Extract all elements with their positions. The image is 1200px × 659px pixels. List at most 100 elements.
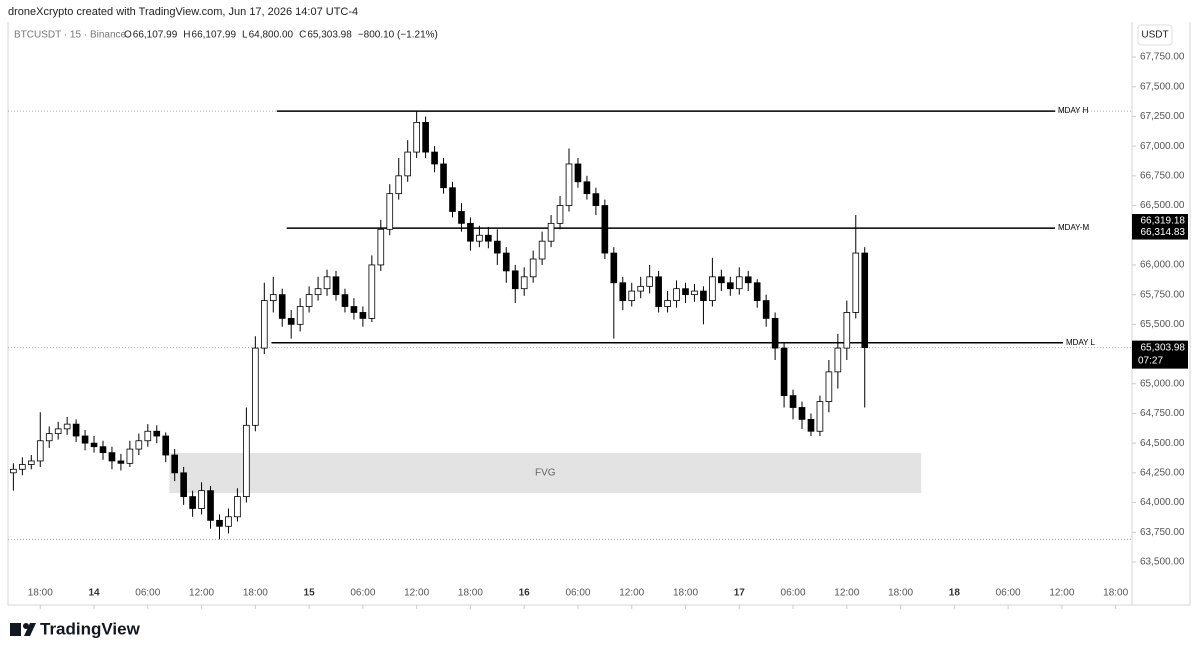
- candle-body: [323, 276, 331, 290]
- candle-body: [709, 276, 716, 301]
- candle-body: [834, 347, 842, 373]
- candle-body: [162, 435, 170, 456]
- candle-body: [108, 452, 116, 462]
- candle: [628, 282, 636, 307]
- candle-body: [619, 282, 627, 301]
- candle-body: [440, 163, 447, 189]
- candle: [368, 255, 376, 322]
- y-tick-label: 63,750.00: [1140, 527, 1185, 538]
- candle: [610, 247, 618, 339]
- price-label: 66,314.83: [1141, 227, 1186, 238]
- x-tick-label: 06:00: [135, 588, 160, 599]
- candle-body: [225, 516, 232, 527]
- candle: [260, 282, 268, 355]
- candle: [700, 286, 707, 325]
- countdown: 07:27: [1138, 355, 1163, 366]
- candle-body: [243, 424, 250, 497]
- logo-mark: [23, 623, 29, 629]
- candle: [180, 466, 187, 505]
- candle: [72, 419, 80, 442]
- y-tick-label: 65,000.00: [1140, 378, 1185, 389]
- candle-body: [547, 222, 555, 242]
- candle: [404, 140, 412, 182]
- x-tick-label: 18:00: [1103, 588, 1128, 599]
- candle-body: [574, 163, 582, 183]
- candle-body: [556, 205, 564, 224]
- fvg-label: FVG: [535, 468, 556, 479]
- candle: [673, 280, 680, 308]
- candle-body: [718, 276, 725, 284]
- price-label: 66,319.18: [1141, 216, 1186, 227]
- y-tick-label: 66,000.00: [1140, 260, 1185, 271]
- candle-body: [117, 460, 125, 464]
- candle-body: [610, 252, 618, 284]
- currency-box[interactable]: [1137, 24, 1173, 46]
- candle: [646, 264, 653, 294]
- price-label: 65,303.98: [1141, 342, 1186, 353]
- candle: [395, 158, 403, 200]
- candle: [207, 485, 214, 529]
- candle: [538, 231, 546, 265]
- candle: [189, 490, 196, 517]
- candle-body: [771, 317, 779, 349]
- candle-body: [565, 163, 573, 206]
- candle-body: [646, 276, 653, 287]
- candle: [198, 482, 205, 515]
- candle-body: [207, 490, 214, 521]
- candle: [287, 310, 295, 339]
- candle: [583, 175, 591, 200]
- candle: [422, 116, 429, 159]
- candle-body: [520, 276, 528, 290]
- x-tick-label: 06:00: [565, 588, 590, 599]
- candle-body: [27, 460, 35, 465]
- candle: [637, 276, 645, 299]
- symbol: BTCUSDT · 15 · Binance: [14, 30, 127, 41]
- ohlc-item: −800.10 (−1.21%): [358, 30, 438, 41]
- x-tick-label: 06:00: [350, 588, 375, 599]
- candle-body: [171, 454, 178, 474]
- candle-body: [592, 193, 600, 206]
- candle: [225, 508, 232, 534]
- candle: [861, 247, 869, 408]
- x-tick-label: 12:00: [404, 588, 429, 599]
- candle: [126, 440, 134, 467]
- candle-body: [700, 290, 707, 301]
- candle: [252, 336, 259, 432]
- candle: [843, 300, 851, 360]
- candle: [386, 184, 394, 236]
- candle: [171, 449, 178, 482]
- candle: [431, 146, 438, 173]
- candle-body: [789, 395, 797, 408]
- candle-body: [386, 193, 394, 230]
- x-tick-label: 18:00: [458, 588, 483, 599]
- y-tick-label: 67,000.00: [1140, 141, 1185, 152]
- candle: [27, 455, 35, 470]
- x-tick-label: 12:00: [189, 588, 214, 599]
- candle: [449, 181, 456, 218]
- candle: [780, 342, 788, 408]
- candle: [735, 267, 743, 295]
- x-tick-label: 16: [519, 588, 531, 599]
- candle: [278, 288, 286, 327]
- candle-body: [691, 290, 698, 296]
- candle-body: [673, 288, 680, 301]
- candle: [556, 196, 564, 230]
- candle-body: [234, 496, 241, 518]
- candle: [744, 270, 752, 292]
- candle-body: [637, 285, 645, 292]
- candle: [691, 283, 698, 302]
- candle-body: [682, 288, 689, 296]
- candle: [440, 158, 447, 194]
- candle-body: [45, 433, 53, 442]
- candle: [574, 158, 582, 188]
- candle: [350, 298, 358, 320]
- candle-body: [350, 306, 358, 313]
- candle-body: [816, 401, 824, 432]
- candle: [144, 424, 152, 447]
- candle-body: [628, 290, 636, 301]
- candle: [90, 436, 98, 453]
- logo-mark: [24, 623, 36, 636]
- candle: [565, 148, 573, 212]
- candle-body: [762, 300, 770, 319]
- candle: [54, 421, 62, 440]
